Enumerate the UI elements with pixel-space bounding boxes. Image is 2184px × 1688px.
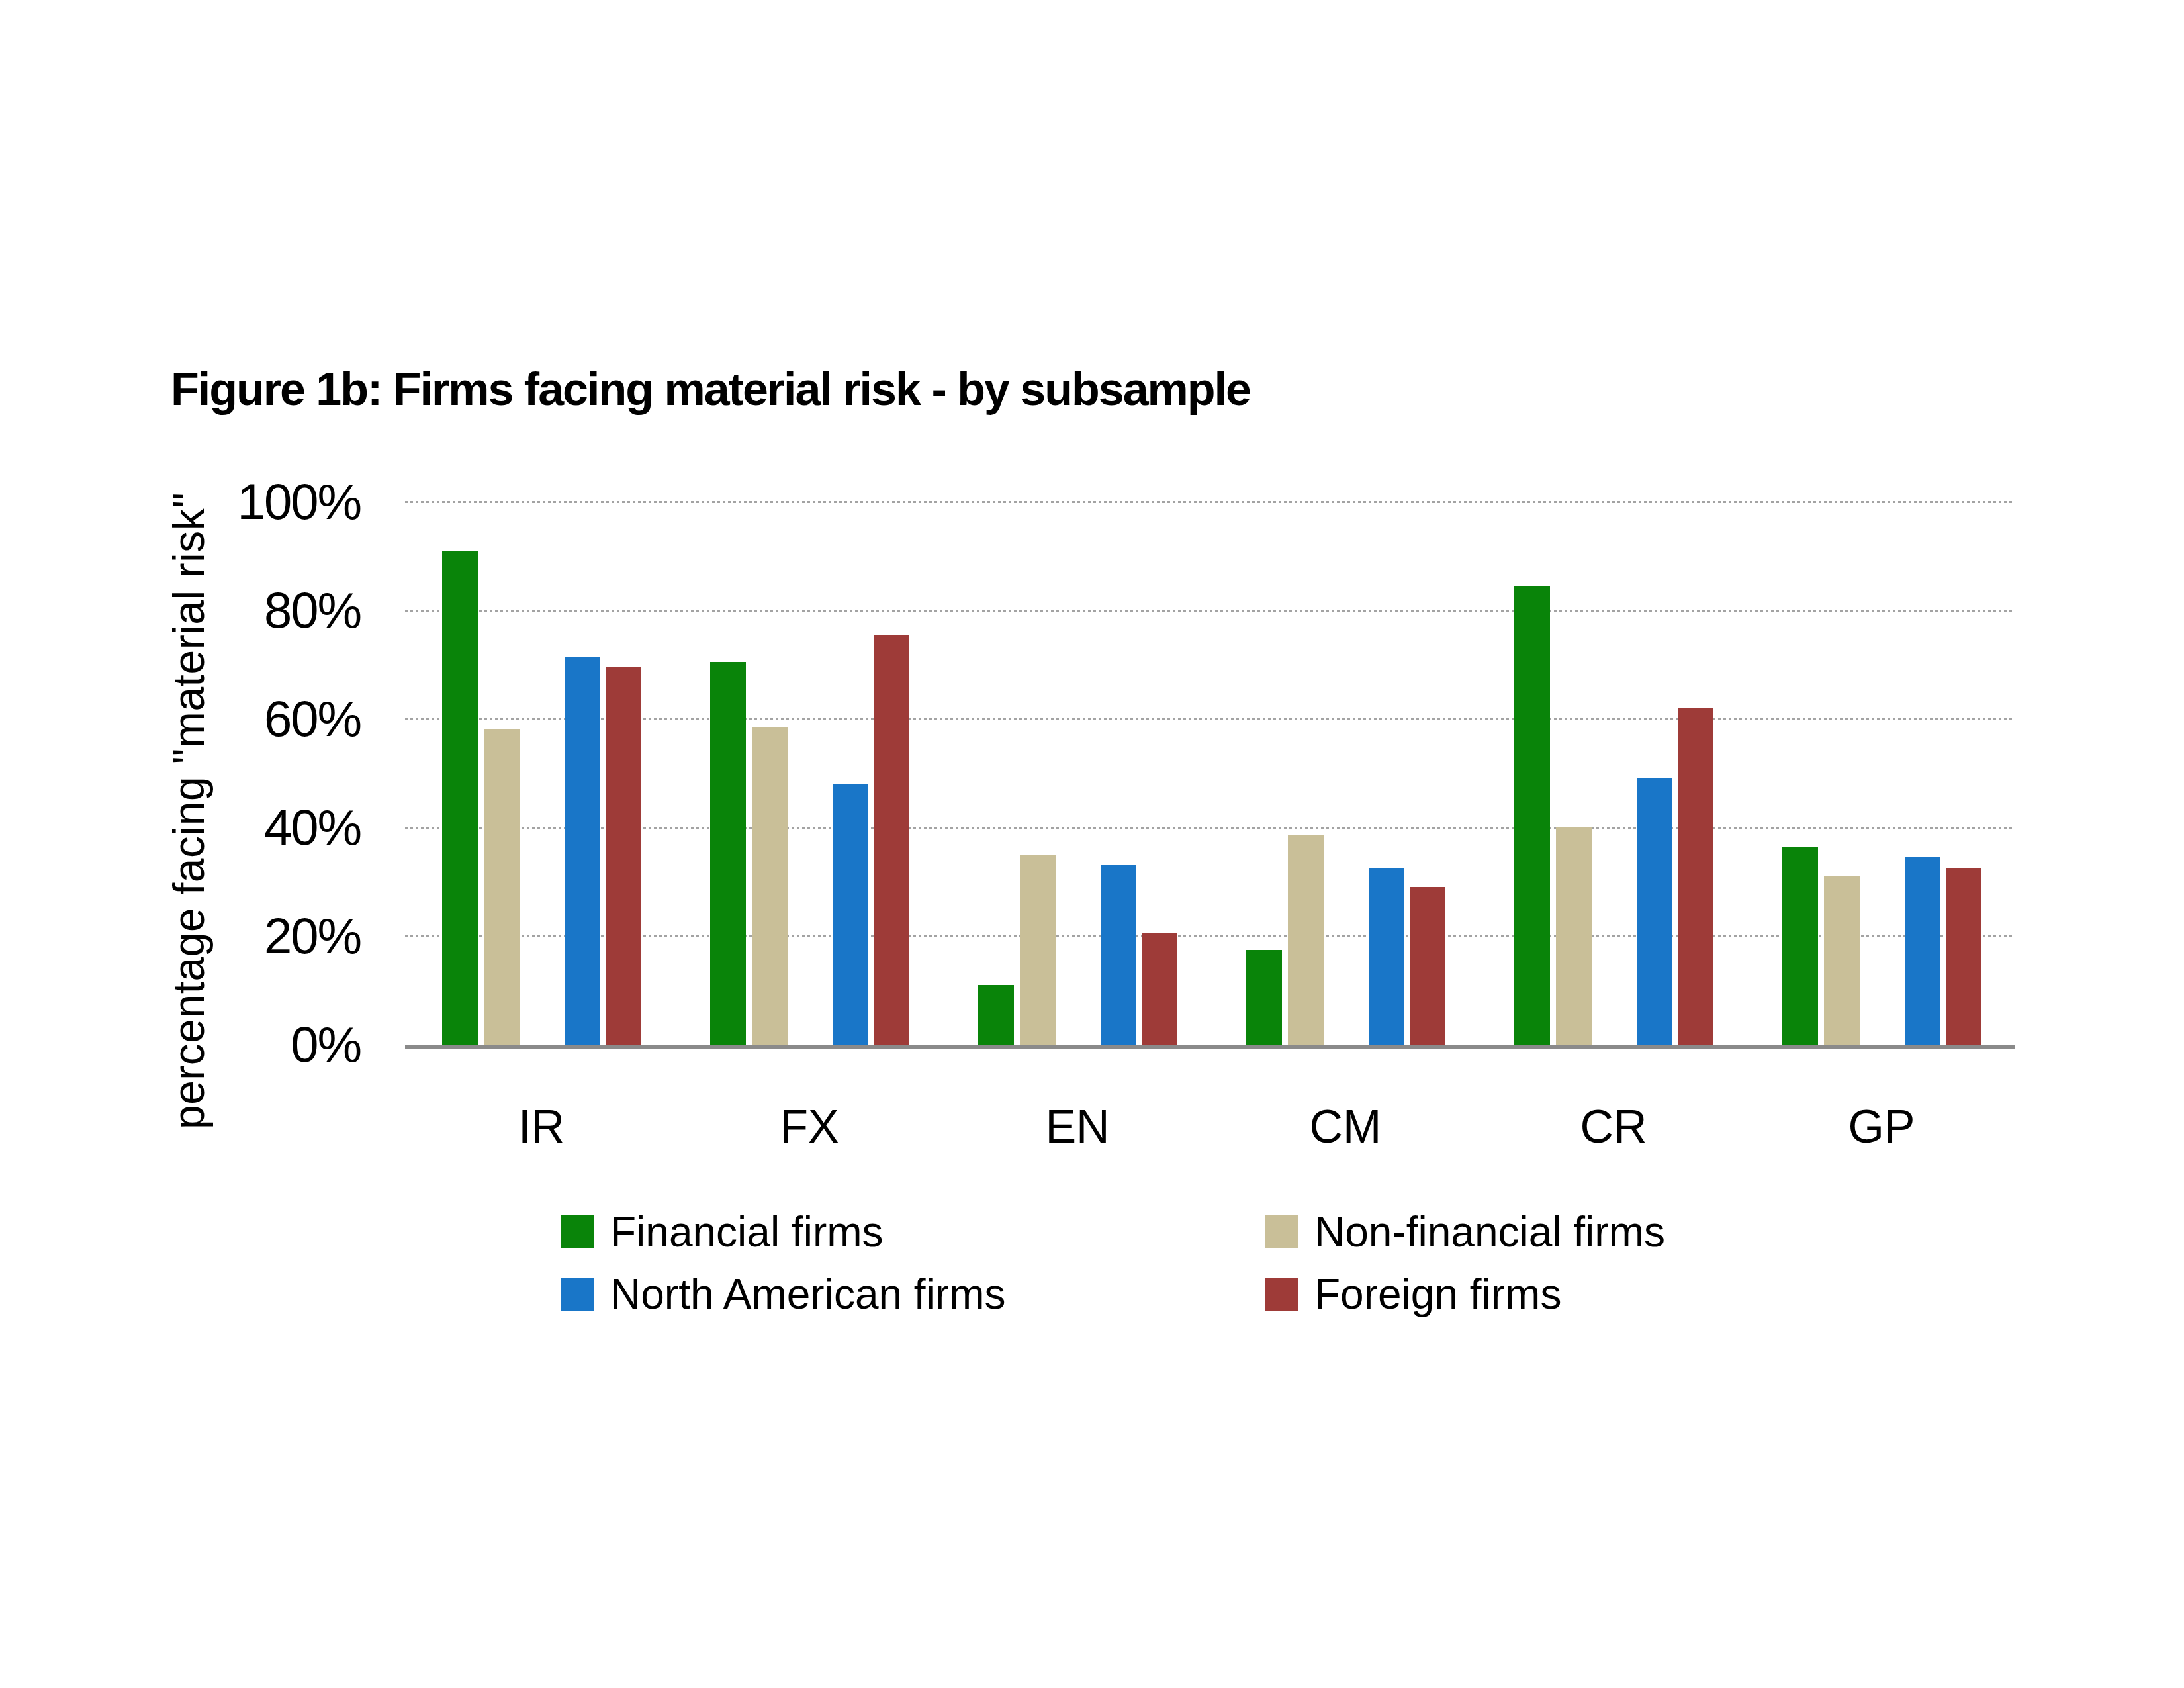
bar-FX-non-financial-firms bbox=[752, 727, 788, 1045]
bar-EN-north-american-firms bbox=[1101, 865, 1136, 1045]
x-category-label: GP bbox=[1782, 1100, 1981, 1153]
x-category-label: CM bbox=[1246, 1100, 1445, 1153]
bar-EN-non-financial-firms bbox=[1020, 855, 1056, 1045]
gridline bbox=[405, 610, 2015, 612]
gridline bbox=[405, 935, 2015, 937]
bar-CM-non-financial-firms bbox=[1288, 835, 1324, 1045]
legend-label: Non-financial firms bbox=[1314, 1211, 1665, 1252]
x-category-label: CR bbox=[1514, 1100, 1713, 1153]
bar-FX-financial-firms bbox=[710, 662, 746, 1045]
bar-IR-non-financial-firms bbox=[484, 729, 520, 1045]
y-tick-label: 20% bbox=[0, 910, 361, 962]
legend-item: North American firms bbox=[561, 1274, 1005, 1315]
legend-label: North American firms bbox=[610, 1274, 1005, 1315]
bar-IR-foreign-firms bbox=[606, 667, 641, 1045]
gridline bbox=[405, 718, 2015, 720]
legend-swatch bbox=[1265, 1215, 1298, 1248]
bar-CM-north-american-firms bbox=[1369, 868, 1404, 1045]
bar-EN-foreign-firms bbox=[1142, 933, 1177, 1045]
bar-FX-north-american-firms bbox=[833, 784, 868, 1045]
bar-GP-foreign-firms bbox=[1946, 868, 1981, 1045]
bar-EN-financial-firms bbox=[978, 985, 1014, 1045]
y-tick-label: 100% bbox=[0, 475, 361, 528]
legend-item: Foreign firms bbox=[1265, 1274, 1561, 1315]
x-category-label: EN bbox=[978, 1100, 1177, 1153]
y-tick-label: 60% bbox=[0, 692, 361, 745]
gridline bbox=[405, 501, 2015, 503]
y-tick-label: 40% bbox=[0, 801, 361, 854]
bar-GP-financial-firms bbox=[1782, 847, 1818, 1045]
figure: Figure 1b: Firms facing material risk - … bbox=[0, 0, 2184, 1688]
bar-IR-north-american-firms bbox=[565, 657, 600, 1045]
bar-FX-foreign-firms bbox=[874, 635, 909, 1045]
legend-label: Financial firms bbox=[610, 1211, 884, 1252]
legend-swatch bbox=[1265, 1278, 1298, 1311]
bar-CR-financial-firms bbox=[1514, 586, 1550, 1045]
x-category-label: FX bbox=[710, 1100, 909, 1153]
legend-swatch bbox=[561, 1278, 594, 1311]
chart-title: Figure 1b: Firms facing material risk - … bbox=[171, 363, 1250, 416]
bar-IR-financial-firms bbox=[442, 551, 478, 1045]
legend-label: Foreign firms bbox=[1314, 1274, 1561, 1315]
x-axis-line bbox=[405, 1045, 2015, 1049]
legend-swatch bbox=[561, 1215, 594, 1248]
y-tick-label: 80% bbox=[0, 584, 361, 637]
bar-CR-north-american-firms bbox=[1637, 778, 1672, 1045]
x-category-label: IR bbox=[442, 1100, 641, 1153]
bar-CM-financial-firms bbox=[1246, 950, 1282, 1045]
bar-CM-foreign-firms bbox=[1410, 887, 1445, 1045]
legend-item: Financial firms bbox=[561, 1211, 884, 1252]
gridline bbox=[405, 827, 2015, 829]
legend-item: Non-financial firms bbox=[1265, 1211, 1665, 1252]
y-tick-label: 0% bbox=[0, 1018, 361, 1071]
bar-CR-foreign-firms bbox=[1678, 708, 1713, 1045]
bar-GP-north-american-firms bbox=[1905, 857, 1940, 1045]
bar-GP-non-financial-firms bbox=[1824, 876, 1860, 1045]
bar-CR-non-financial-firms bbox=[1556, 827, 1592, 1045]
